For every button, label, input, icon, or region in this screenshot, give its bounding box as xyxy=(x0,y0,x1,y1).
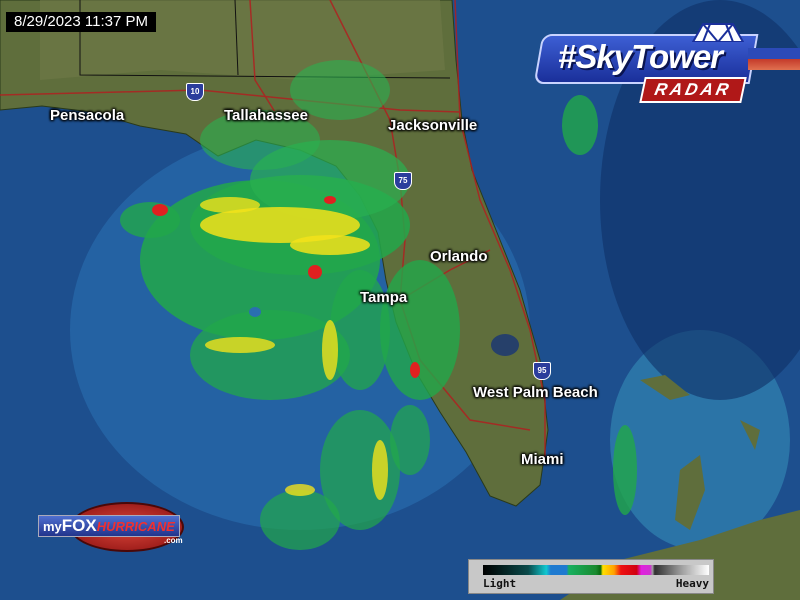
city-label-orlando: Orlando xyxy=(430,248,488,265)
city-label-pensacola: Pensacola xyxy=(50,107,125,124)
radar-echoes xyxy=(120,60,637,550)
interstate-75-shield: 75 xyxy=(394,172,412,190)
tower-dome-icon xyxy=(691,23,745,42)
logo-hurricane: HURRICANE xyxy=(96,519,175,534)
city-label-jacksonville: Jacksonville xyxy=(388,117,478,134)
logo-text: myFOXHURRICANE xyxy=(38,515,180,537)
radar-timestamp: 8/29/2023 11:37 PM xyxy=(6,12,156,32)
city-label-miami: Miami xyxy=(521,451,564,468)
logo-my: my xyxy=(43,519,62,534)
land-bahamas xyxy=(640,375,760,530)
precipitation-legend: Light Heavy xyxy=(468,559,714,594)
interstate-10-shield: 10 xyxy=(186,83,204,101)
skytower-radar-logo: #SkyTower RADAR xyxy=(533,23,800,103)
city-label-tallahassee: Tallahassee xyxy=(224,107,308,124)
logo-title: #SkyTower xyxy=(558,38,723,75)
legend-color-scale xyxy=(483,565,709,575)
city-label-tampa: Tampa xyxy=(360,289,408,306)
interstate-95-shield: 95 xyxy=(533,362,551,380)
city-label-west-palm-beach: West Palm Beach xyxy=(473,384,598,401)
lake-okeechobee xyxy=(491,334,519,356)
legend-heavy-label: Heavy xyxy=(675,577,709,590)
logo-fox: FOX xyxy=(61,516,97,535)
legend-light-label: Light xyxy=(483,577,517,590)
logo-subtitle: RADAR xyxy=(639,77,747,103)
logo-stripe xyxy=(748,48,800,70)
myfoxhurricane-logo: myFOXHURRICANE .com xyxy=(38,500,198,552)
logo-domain: .com xyxy=(164,536,183,545)
